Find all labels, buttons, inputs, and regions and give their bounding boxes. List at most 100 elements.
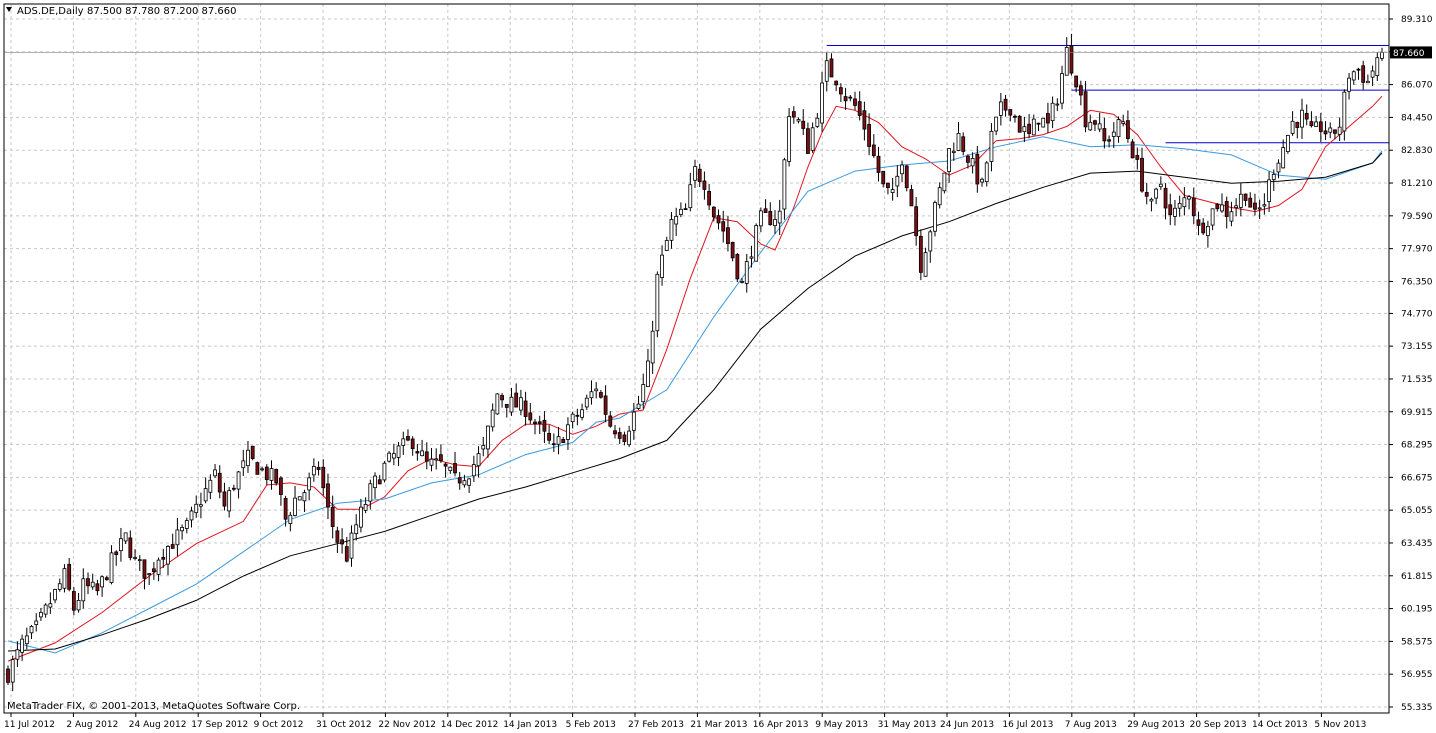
candle-bear	[274, 468, 279, 484]
candle-bull	[594, 388, 599, 392]
candle-bear	[1135, 155, 1140, 160]
y-tick-label: 71.535	[1401, 375, 1433, 385]
candle-bull	[1380, 52, 1384, 59]
candle-bull	[956, 132, 961, 151]
x-tick-label: 20 Sep 2013	[1190, 720, 1247, 730]
candle-bull	[650, 330, 655, 364]
candle-bear	[608, 415, 613, 427]
candle-bull	[1271, 173, 1276, 180]
candle-bull	[688, 184, 693, 209]
candle-bull	[998, 101, 1003, 116]
candle-bear	[500, 395, 504, 401]
y-tick-label: 86.070	[1401, 81, 1433, 91]
x-tick-label: 9 May 2013	[815, 720, 868, 730]
candle-bull	[824, 60, 829, 82]
candle-bull	[1290, 120, 1295, 134]
candle-bull	[236, 471, 241, 490]
candle-bear	[914, 206, 919, 237]
y-tick-label: 74.770	[1401, 309, 1433, 319]
candle-bear	[231, 487, 236, 490]
candle-bear	[335, 530, 340, 543]
x-tick-label: 9 Oct 2012	[254, 720, 304, 730]
candle-bear	[542, 419, 547, 432]
candle-bull	[1154, 188, 1159, 199]
candle-bear	[1215, 203, 1220, 210]
x-tick-label: 27 Feb 2013	[628, 720, 684, 730]
candle-bear	[1130, 141, 1135, 159]
candle-bull	[1229, 211, 1234, 222]
candle-bear	[1318, 121, 1323, 132]
y-tick-label: 89.310	[1401, 15, 1433, 25]
candle-bear	[886, 182, 890, 189]
y-tick-label: 60.195	[1401, 605, 1433, 615]
candle-bear	[838, 87, 843, 95]
x-tick-label: 2 Aug 2012	[66, 720, 118, 730]
candle-bull	[391, 453, 396, 459]
candle-bull	[693, 166, 697, 181]
candle-bull	[481, 445, 486, 450]
candle-bull	[1187, 196, 1191, 200]
candle-bear	[561, 438, 566, 444]
y-tick-label: 73.155	[1401, 342, 1433, 352]
y-tick-label: 65.055	[1401, 506, 1433, 516]
candle-bear	[161, 556, 166, 560]
candle-bear	[918, 235, 923, 273]
x-tick-label: 14 Dec 2012	[441, 720, 499, 730]
moving-averages	[7, 95, 1383, 662]
candle-bull	[646, 360, 650, 388]
y-tick-label: 58.575	[1401, 637, 1433, 647]
candle-bear	[321, 466, 326, 489]
candle-bear	[834, 80, 839, 86]
candle-bull	[156, 559, 161, 575]
candle-bear	[1027, 123, 1031, 134]
x-tick-label: 17 Sep 2012	[191, 720, 248, 730]
candle-bull	[1111, 131, 1116, 137]
candle-bear	[547, 432, 552, 441]
y-tick-label: 69.915	[1401, 408, 1433, 418]
candle-bear	[598, 392, 603, 398]
candle-bear	[763, 208, 768, 213]
candle-bull	[373, 475, 377, 489]
candle-bull	[1342, 91, 1347, 132]
candle-bull	[246, 449, 250, 467]
last-price-tag-bg	[1390, 46, 1432, 59]
candle-bull	[401, 438, 406, 446]
candle-bear	[707, 191, 712, 206]
candle-bull	[1088, 121, 1093, 131]
candle-bear	[95, 583, 100, 592]
candle-bear	[1140, 157, 1144, 192]
candle-bull	[980, 178, 984, 183]
candle-bull	[81, 578, 86, 602]
candle-bear	[1046, 113, 1050, 124]
candle-bear	[857, 101, 862, 116]
last-price-tag: 87.660	[4, 46, 1432, 59]
candle-bull	[1177, 202, 1182, 209]
x-tick-label: 14 Jan 2013	[503, 720, 557, 730]
plot-frame	[3, 3, 1390, 714]
candle-bull	[180, 526, 185, 532]
x-tick-label: 16 Jul 2013	[1002, 720, 1053, 730]
candle-bear	[966, 155, 970, 163]
grid	[4, 4, 1389, 713]
candle-bull	[43, 604, 48, 615]
candle-bear	[1078, 85, 1083, 96]
candle-bear	[904, 165, 909, 189]
candle-bull	[787, 116, 792, 162]
x-tick-label: 24 Aug 2012	[129, 720, 187, 730]
candle-bull	[311, 466, 316, 476]
candle-bull	[119, 538, 123, 552]
moving-average-line-3	[7, 152, 1383, 652]
candle-bull	[302, 492, 307, 502]
candle-bull	[951, 150, 956, 153]
candle-bear	[1069, 45, 1074, 74]
collapse-triangle-icon[interactable]	[6, 7, 12, 12]
candle-bull	[777, 210, 782, 224]
candle-bull	[749, 256, 754, 259]
candle-bear	[217, 472, 222, 493]
candle-bull	[1281, 147, 1286, 169]
last-price-tag-label: 87.660	[1393, 49, 1425, 59]
candle-bull	[1262, 204, 1267, 207]
candle-bull	[518, 397, 523, 411]
moving-average-line-2	[7, 136, 1383, 654]
